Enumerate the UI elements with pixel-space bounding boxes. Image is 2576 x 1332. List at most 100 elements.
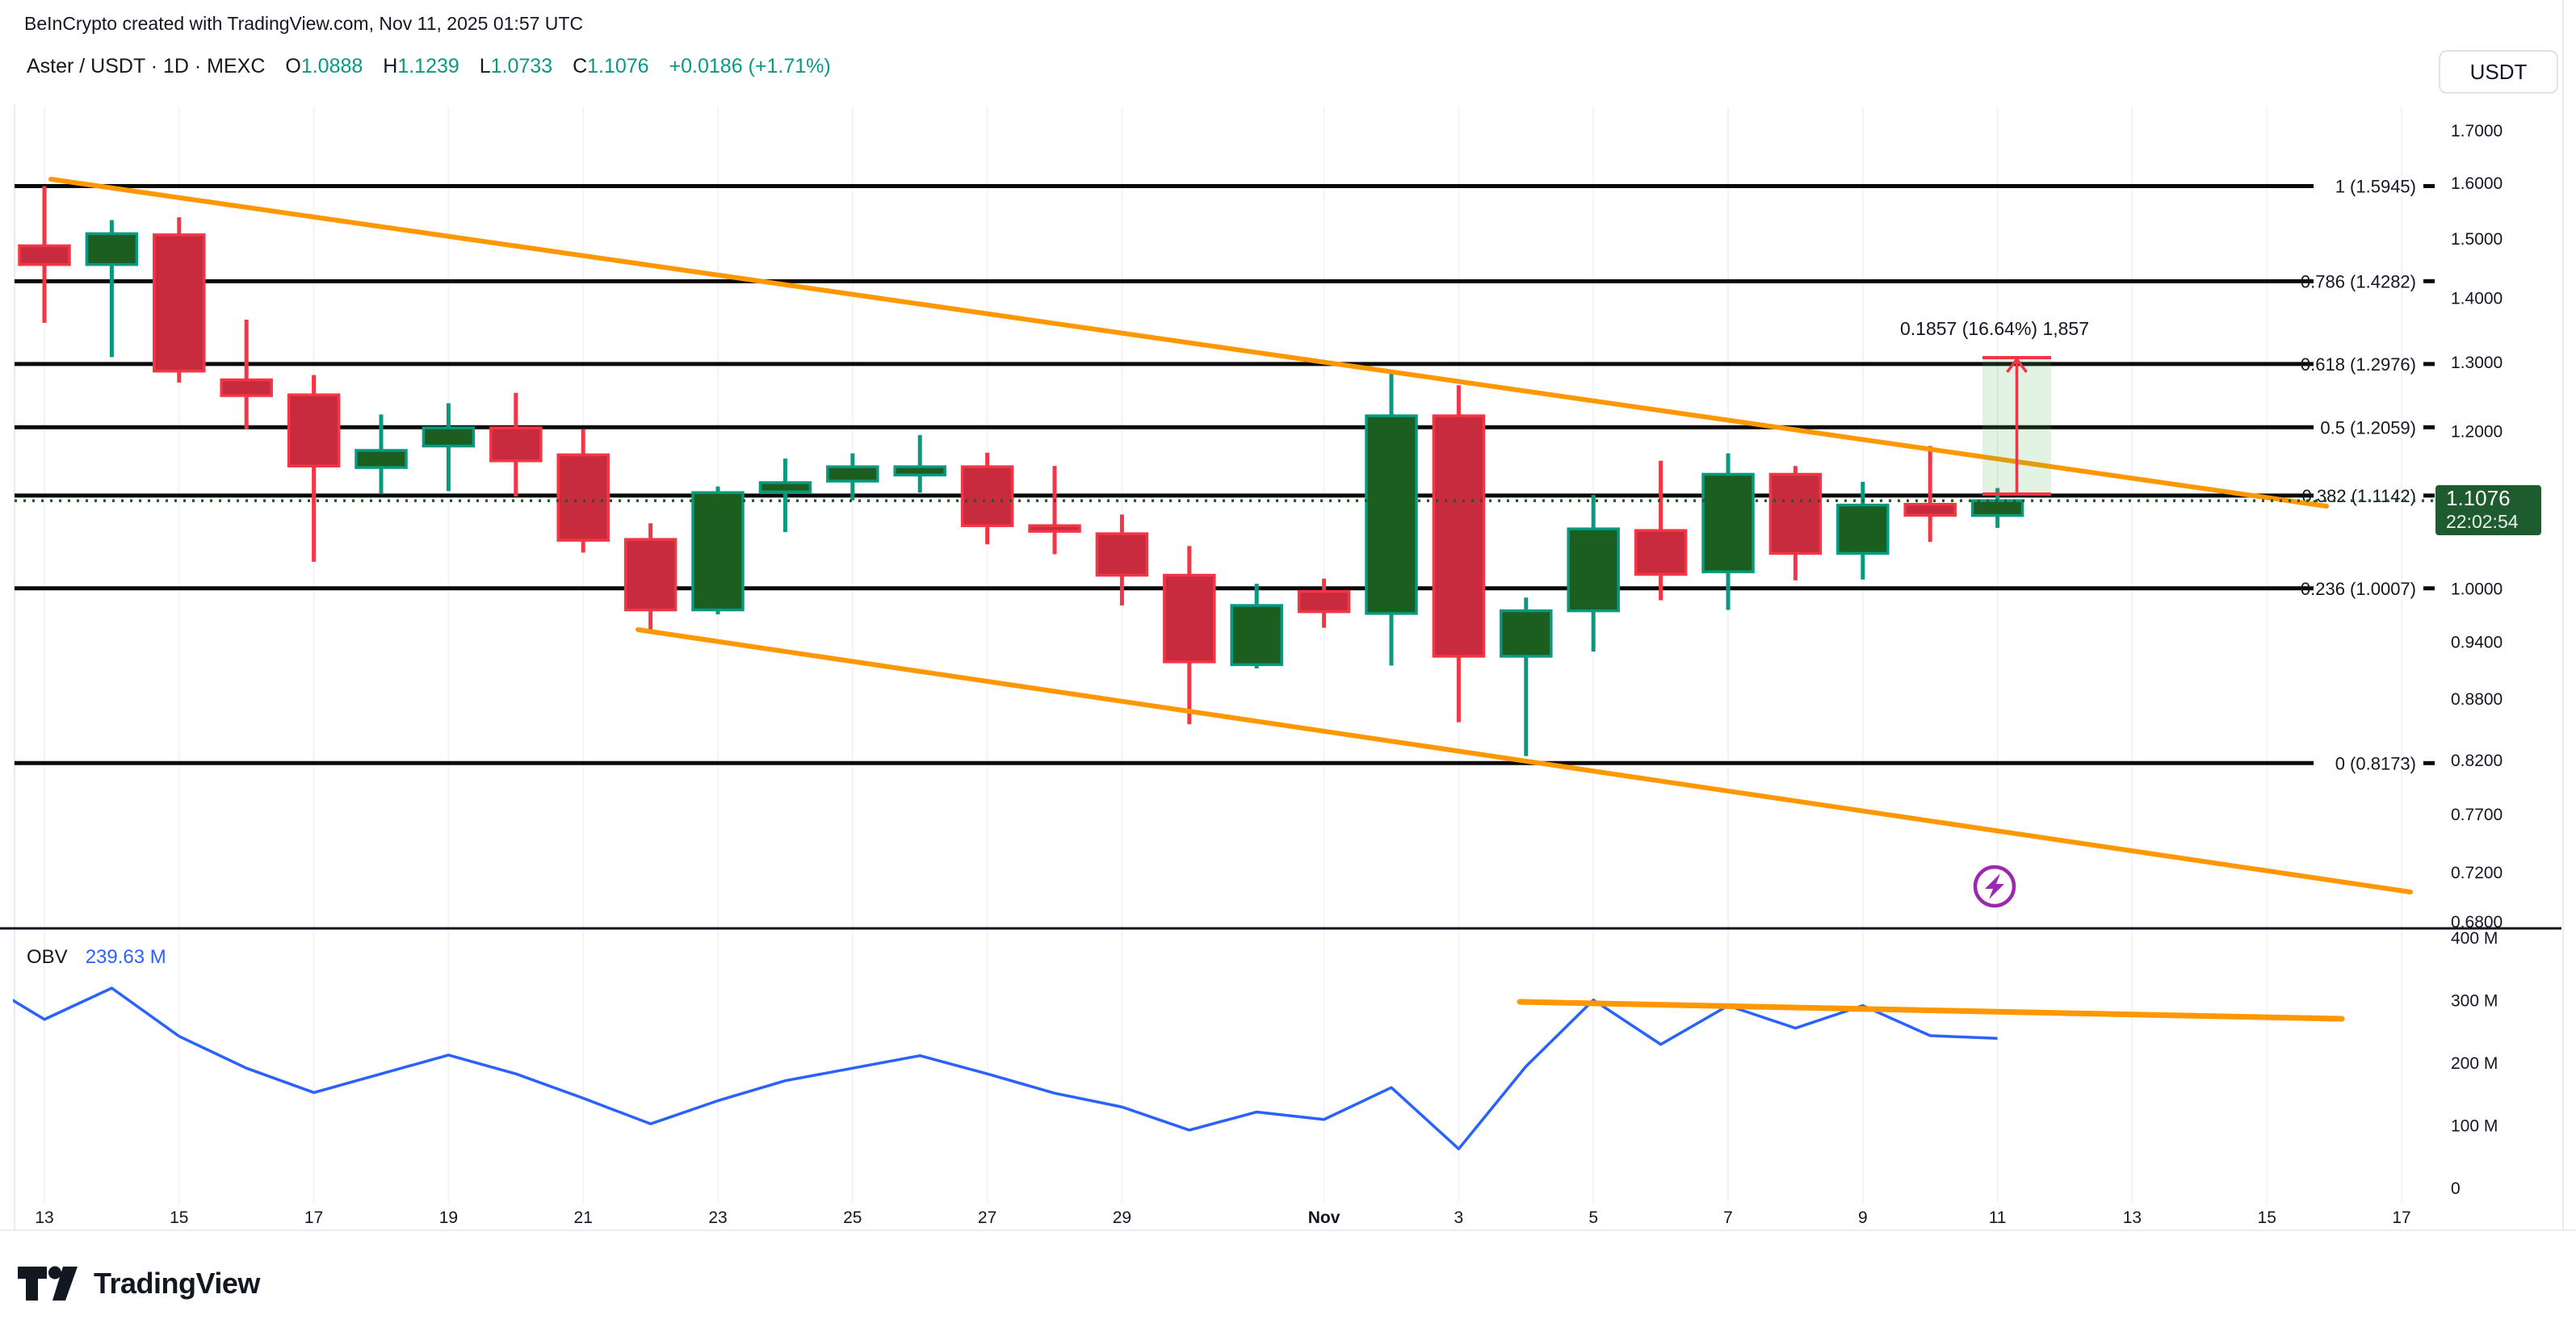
obv-current-value: 239.63 M — [85, 946, 166, 968]
price-range-measurement-label: 0.1857 (16.64%) 1,857 — [1899, 318, 2089, 339]
x-tick-13-31[interactable]: 13 — [2123, 1208, 2142, 1227]
x-tick-5-23[interactable]: 5 — [1588, 1208, 1598, 1227]
candle-Oct-13 — [18, 186, 71, 323]
fib-label-0.382: 0.382 (1.1142) — [2302, 486, 2416, 506]
candle-Nov-7 — [1701, 453, 1755, 610]
candle-Oct-24 — [758, 459, 812, 533]
obv-axis-label-400M[interactable]: 400 M — [2451, 929, 2498, 948]
x-tick-29-16[interactable]: 29 — [1113, 1208, 1131, 1227]
candle-Nov-5 — [1567, 495, 1620, 652]
low-value: 1.0733 — [490, 55, 553, 77]
low-key: L — [479, 55, 491, 77]
close-value: 1.1076 — [587, 55, 649, 77]
symbol-title[interactable]: Aster / USDT · 1D · MEXC — [27, 55, 266, 77]
x-tick-17-4[interactable]: 17 — [304, 1208, 323, 1227]
tradingview-logo-icon — [18, 1266, 78, 1301]
candle-Nov-1 — [1297, 578, 1351, 628]
high-key: H — [383, 55, 398, 77]
price-axis-label-1.0000[interactable]: 1.0000 — [2451, 580, 2503, 599]
candle-Oct-17 — [287, 375, 341, 562]
obv-axis-label-100M[interactable]: 100 M — [2451, 1117, 2498, 1136]
obv-axis-label-200M[interactable]: 200 M — [2451, 1054, 2498, 1073]
tradingview-logo[interactable]: TradingView — [18, 1263, 260, 1304]
candle-Oct-25 — [826, 453, 879, 501]
x-tick-27-14[interactable]: 27 — [978, 1208, 996, 1227]
obv-axis-label-300M[interactable]: 300 M — [2451, 992, 2498, 1011]
attribution-text: BeInCrypto created with TradingView.com,… — [24, 13, 584, 34]
candle-Nov-10 — [1903, 446, 1957, 542]
price-axis-label-1.4000[interactable]: 1.4000 — [2451, 290, 2503, 308]
candle-Nov-3 — [1432, 385, 1486, 723]
candle-Oct-16 — [220, 319, 273, 429]
x-tick-Nov-19[interactable]: Nov — [1308, 1208, 1340, 1227]
high-value: 1.1239 — [397, 55, 459, 77]
candle-Oct-20 — [489, 392, 543, 497]
candle-Oct-27 — [960, 452, 1014, 545]
obv-line — [13, 986, 1998, 1150]
obv-axis-label-0[interactable]: 0 — [2451, 1179, 2461, 1198]
x-tick-15-2[interactable]: 15 — [170, 1208, 188, 1227]
price-axis-label-0.7200[interactable]: 0.7200 — [2451, 864, 2503, 882]
price-axis-label-1.7000[interactable]: 1.7000 — [2451, 122, 2503, 140]
change-value: +0.0186 (+1.71%) — [669, 55, 831, 77]
x-tick-3-21[interactable]: 3 — [1454, 1208, 1464, 1227]
obv-title: OBV — [27, 946, 68, 968]
price-axis-label-0.6800[interactable]: 0.6800 — [2451, 913, 2503, 932]
price-axis-label-0.8800[interactable]: 0.8800 — [2451, 690, 2503, 709]
x-tick-21-8[interactable]: 21 — [574, 1208, 593, 1227]
price-axis-label-0.9400[interactable]: 0.9400 — [2451, 634, 2503, 652]
open-key: O — [285, 55, 301, 77]
price-axis-label-1.5000[interactable]: 1.5000 — [2451, 230, 2503, 249]
last-price-badge: 1.1076 22:02:54 — [2435, 485, 2541, 535]
x-tick-15-33[interactable]: 15 — [2258, 1208, 2276, 1227]
price-axis-label-1.6000[interactable]: 1.6000 — [2451, 174, 2503, 193]
candle-Oct-30 — [1163, 546, 1216, 725]
flash-icon[interactable] — [1973, 865, 2016, 908]
x-tick-23-10[interactable]: 23 — [708, 1208, 727, 1227]
candle-Nov-9 — [1836, 481, 1890, 580]
candle-Oct-26 — [893, 434, 946, 493]
price-axis-label-0.7700[interactable]: 0.7700 — [2451, 806, 2503, 824]
x-tick-19-6[interactable]: 19 — [439, 1208, 458, 1227]
candle-Oct-23 — [691, 486, 745, 614]
price-range-tool[interactable] — [1982, 356, 2051, 496]
candle-countdown: 22:02:54 — [2446, 511, 2519, 532]
candle-Nov-6 — [1634, 460, 1688, 601]
tradingview-logo-text: TradingView — [94, 1267, 260, 1300]
candle-Oct-21 — [556, 429, 610, 553]
candle-Nov-8 — [1768, 466, 1823, 580]
candle-Nov-4 — [1500, 597, 1553, 756]
obv-indicator-label[interactable]: OBV 239.63 M — [27, 946, 166, 969]
x-tick-13-0[interactable]: 13 — [35, 1208, 53, 1227]
fib-label-0.786: 0.786 (1.4282) — [2301, 271, 2416, 291]
symbol-info-bar: Aster / USDT · 1D · MEXC O1.0888 H1.1239… — [27, 55, 831, 78]
candle-Oct-15 — [153, 217, 206, 383]
fib-label-0.236: 0.236 (1.0007) — [2301, 579, 2416, 599]
price-axis-label-0.8200[interactable]: 0.8200 — [2451, 752, 2503, 770]
last-price-value: 1.1076 — [2446, 486, 2511, 510]
close-key: C — [573, 55, 588, 77]
x-tick-17-35[interactable]: 17 — [2392, 1208, 2410, 1227]
x-tick-7-25[interactable]: 7 — [1723, 1208, 1733, 1227]
x-tick-25-12[interactable]: 25 — [843, 1208, 862, 1227]
candle-Oct-31 — [1230, 584, 1283, 669]
x-tick-11-29[interactable]: 11 — [1989, 1208, 2007, 1227]
candle-Oct-29 — [1095, 514, 1149, 606]
candle-Oct-28 — [1028, 466, 1081, 555]
obv-trendline[interactable] — [1517, 999, 2345, 1022]
currency-toggle-button[interactable]: USDT — [2439, 50, 2558, 94]
price-axis-label-1.3000[interactable]: 1.3000 — [2451, 354, 2503, 372]
fib-label-1: 1 (1.5945) — [2335, 177, 2416, 197]
lower-trendline[interactable] — [636, 627, 2413, 894]
candle-Oct-22 — [623, 523, 678, 633]
fib-label-0.5: 0.5 (1.2059) — [2320, 417, 2416, 438]
x-tick-9-27[interactable]: 9 — [1858, 1208, 1868, 1227]
upper-trendline[interactable] — [48, 177, 2329, 509]
price-axis-label-1.2000[interactable]: 1.2000 — [2451, 423, 2503, 442]
open-value: 1.0888 — [300, 55, 363, 77]
fib-label-0: 0 (0.8173) — [2335, 753, 2416, 773]
candle-Oct-18 — [355, 414, 408, 494]
candle-Nov-2 — [1365, 372, 1418, 666]
